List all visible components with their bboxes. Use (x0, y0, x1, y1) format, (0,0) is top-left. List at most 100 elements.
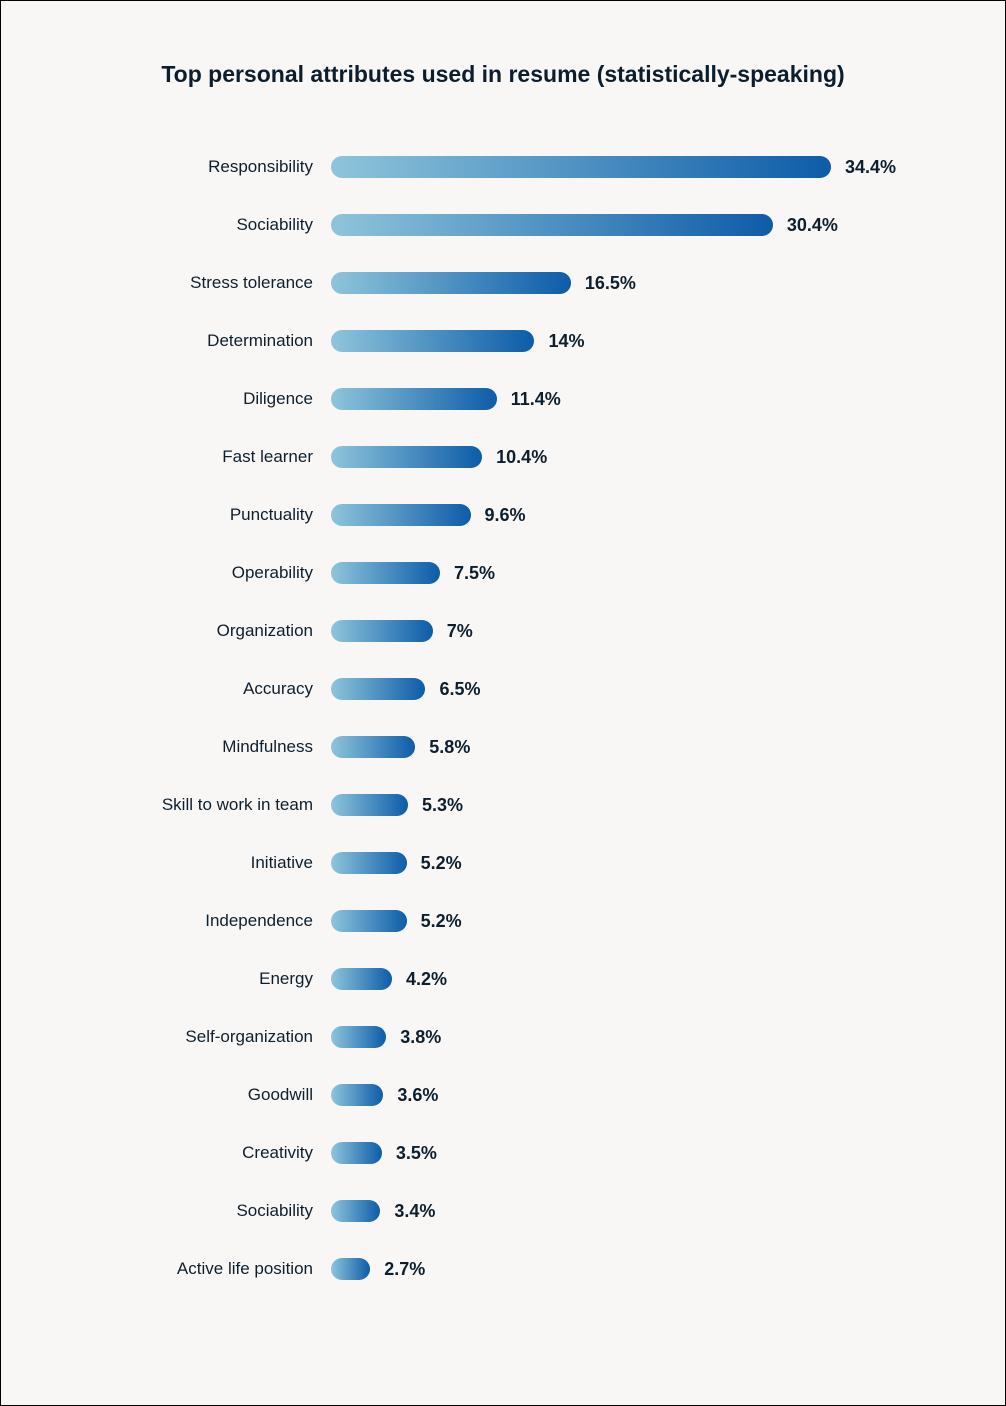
chart-row: Goodwill 3.6% (71, 1066, 935, 1124)
bar-track: 6.5% (331, 678, 935, 700)
bar-label: Organization (71, 621, 331, 641)
bar (331, 1258, 370, 1280)
bar-track: 3.4% (331, 1200, 935, 1222)
chart-frame: Top personal attributes used in resume (… (0, 0, 1006, 1406)
bar (331, 1026, 386, 1048)
chart-row: Sociability 3.4% (71, 1182, 935, 1240)
bar-value: 2.7% (384, 1259, 425, 1280)
chart-row: Diligence 11.4% (71, 370, 935, 428)
bar (331, 214, 773, 236)
bar-track: 14% (331, 330, 935, 352)
bar-label: Independence (71, 911, 331, 931)
bar-track: 11.4% (331, 388, 935, 410)
bar-value: 3.6% (397, 1085, 438, 1106)
bar-label: Skill to work in team (71, 795, 331, 815)
bar (331, 446, 482, 468)
bar-value: 16.5% (585, 273, 636, 294)
bar-track: 2.7% (331, 1258, 935, 1280)
bar (331, 330, 534, 352)
bar (331, 1084, 383, 1106)
bar-label: Responsibility (71, 157, 331, 177)
chart-row: Fast learner 10.4% (71, 428, 935, 486)
bar (331, 272, 571, 294)
bar-track: 10.4% (331, 446, 935, 468)
bar-chart: Responsibility34.4% Sociability 30.4% Stres… (71, 138, 935, 1298)
bar-track: 5.8% (331, 736, 935, 758)
chart-row: Punctuality 9.6% (71, 486, 935, 544)
bar-label: Sociability (71, 1201, 331, 1221)
bar-track: 5.3% (331, 794, 935, 816)
chart-row: Mindfulness 5.8% (71, 718, 935, 776)
bar-label: Diligence (71, 389, 331, 409)
bar-value: 10.4% (496, 447, 547, 468)
bar (331, 504, 471, 526)
bar-value: 3.4% (394, 1201, 435, 1222)
bar-label: Fast learner (71, 447, 331, 467)
bar (331, 968, 392, 990)
chart-row: Self-organization 3.8% (71, 1008, 935, 1066)
bar (331, 852, 407, 874)
bar-track: 5.2% (331, 852, 935, 874)
chart-row: Independence 5.2% (71, 892, 935, 950)
chart-row: Operability 7.5% (71, 544, 935, 602)
chart-row: Active life position 2.7% (71, 1240, 935, 1298)
chart-row: Sociability 30.4% (71, 196, 935, 254)
chart-row: Initiative 5.2% (71, 834, 935, 892)
bar (331, 620, 433, 642)
bar-track: 3.5% (331, 1142, 935, 1164)
bar-track: 5.2% (331, 910, 935, 932)
bar (331, 1142, 382, 1164)
bar-track: 3.8% (331, 1026, 935, 1048)
bar-value: 5.2% (421, 853, 462, 874)
bar-value: 4.2% (406, 969, 447, 990)
bar (331, 736, 415, 758)
bar (331, 910, 407, 932)
chart-row: Stress tolerance 16.5% (71, 254, 935, 312)
chart-row: Energy 4.2% (71, 950, 935, 1008)
bar-value: 30.4% (787, 215, 838, 236)
chart-row: Creativity 3.5% (71, 1124, 935, 1182)
bar (331, 1200, 380, 1222)
bar-label: Active life position (71, 1259, 331, 1279)
chart-row: Organization 7% (71, 602, 935, 660)
bar-label: Accuracy (71, 679, 331, 699)
bar-track: 4.2% (331, 968, 935, 990)
bar-value: 5.2% (421, 911, 462, 932)
bar-label: Punctuality (71, 505, 331, 525)
bar (331, 156, 831, 178)
bar-value: 5.8% (429, 737, 470, 758)
bar-value: 3.8% (400, 1027, 441, 1048)
bar-label: Sociability (71, 215, 331, 235)
bar-value: 6.5% (439, 679, 480, 700)
bar-value: 5.3% (422, 795, 463, 816)
bar-track: 9.6% (331, 504, 935, 526)
bar-value: 3.5% (396, 1143, 437, 1164)
bar-label: Determination (71, 331, 331, 351)
bar-label: Stress tolerance (71, 273, 331, 293)
bar-value: 7.5% (454, 563, 495, 584)
chart-row: Skill to work in team 5.3% (71, 776, 935, 834)
bar-label: Self-organization (71, 1027, 331, 1047)
bar (331, 562, 440, 584)
bar-label: Operability (71, 563, 331, 583)
bar (331, 794, 408, 816)
chart-row: Accuracy 6.5% (71, 660, 935, 718)
bar (331, 678, 425, 700)
bar-label: Goodwill (71, 1085, 331, 1105)
bar-value: 9.6% (485, 505, 526, 526)
bar-track: 30.4% (331, 214, 935, 236)
bar-value: 7% (447, 621, 473, 642)
bar-track: 7% (331, 620, 935, 642)
bar-label: Creativity (71, 1143, 331, 1163)
bar-track: 34.4% (331, 156, 935, 178)
bar-label: Mindfulness (71, 737, 331, 757)
chart-row: Responsibility34.4% (71, 138, 935, 196)
bar-label: Energy (71, 969, 331, 989)
bar-value: 14% (548, 331, 584, 352)
bar-track: 3.6% (331, 1084, 935, 1106)
bar-label: Initiative (71, 853, 331, 873)
bar-track: 16.5% (331, 272, 935, 294)
bar-value: 11.4% (511, 389, 561, 410)
bar-track: 7.5% (331, 562, 935, 584)
chart-title: Top personal attributes used in resume (… (71, 61, 935, 88)
